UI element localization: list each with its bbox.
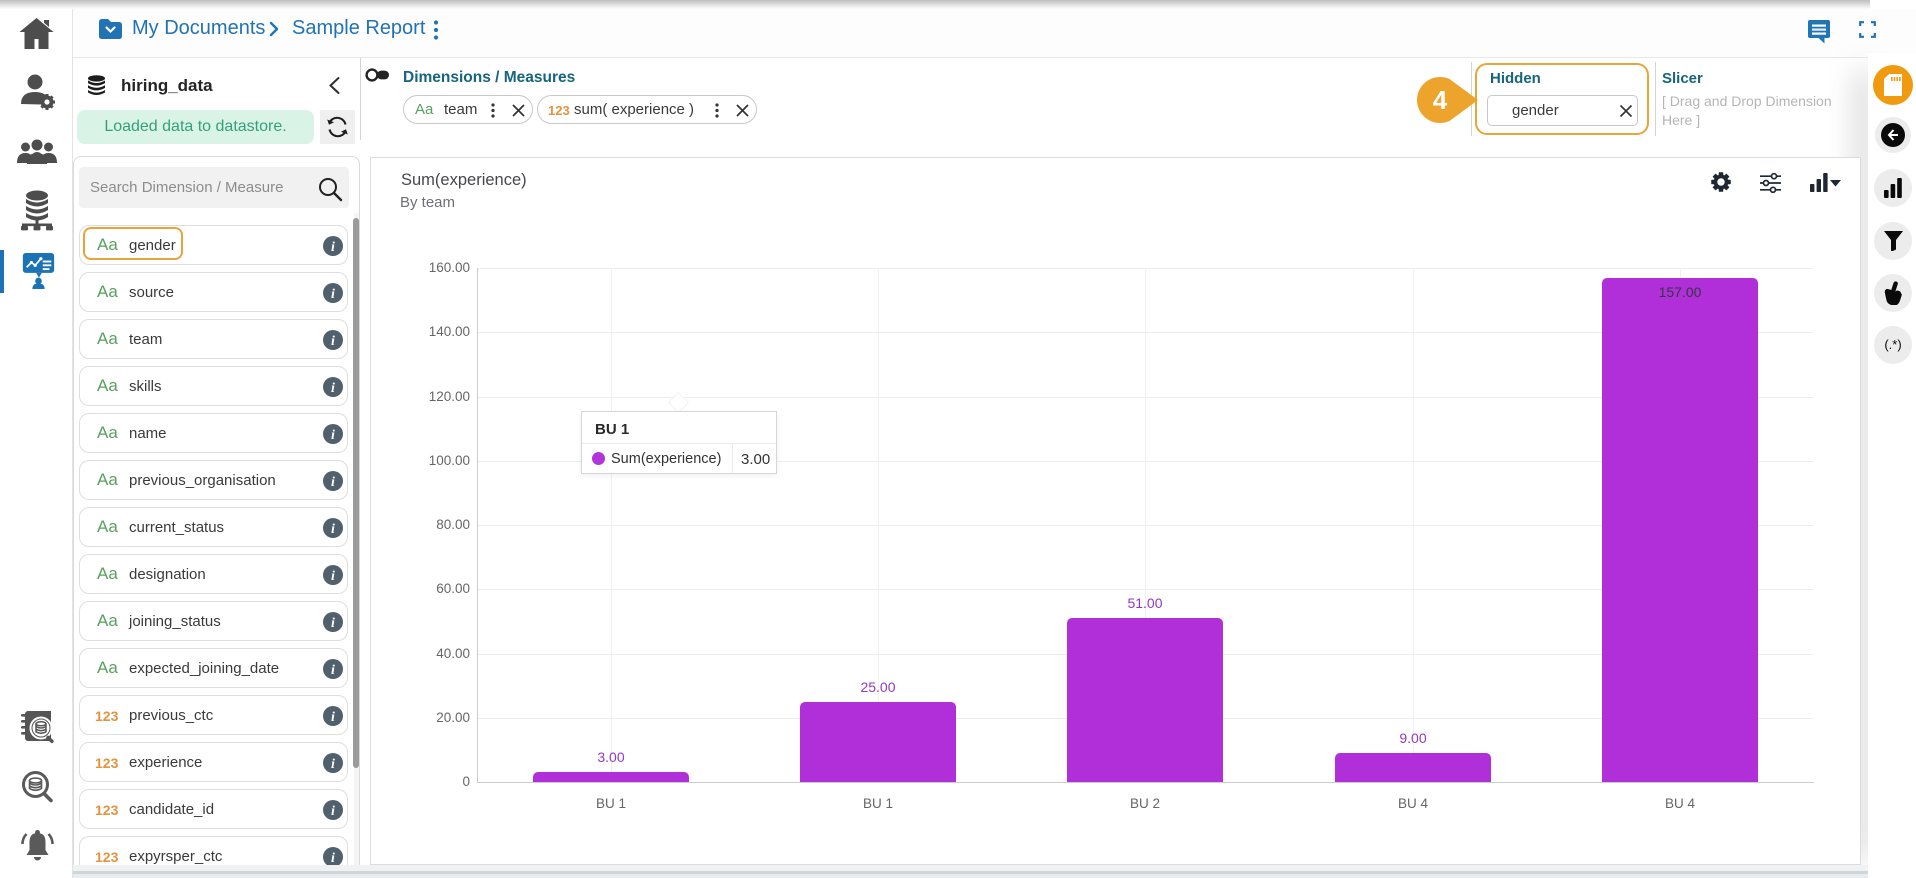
svg-text:i: i — [331, 381, 335, 396]
svg-text:i: i — [331, 569, 335, 584]
svg-text:i: i — [331, 240, 335, 255]
svg-text:i: i — [331, 334, 335, 349]
svg-text:i: i — [331, 616, 335, 631]
svg-text:4: 4 — [1433, 85, 1448, 115]
svg-text:i: i — [331, 804, 335, 819]
svg-text:i: i — [331, 757, 335, 772]
svg-text:i: i — [331, 428, 335, 443]
svg-text:i: i — [331, 663, 335, 678]
svg-text:i: i — [331, 851, 335, 866]
svg-text:i: i — [331, 710, 335, 725]
svg-text:i: i — [331, 522, 335, 537]
svg-text:i: i — [331, 287, 335, 302]
svg-text:i: i — [331, 475, 335, 490]
